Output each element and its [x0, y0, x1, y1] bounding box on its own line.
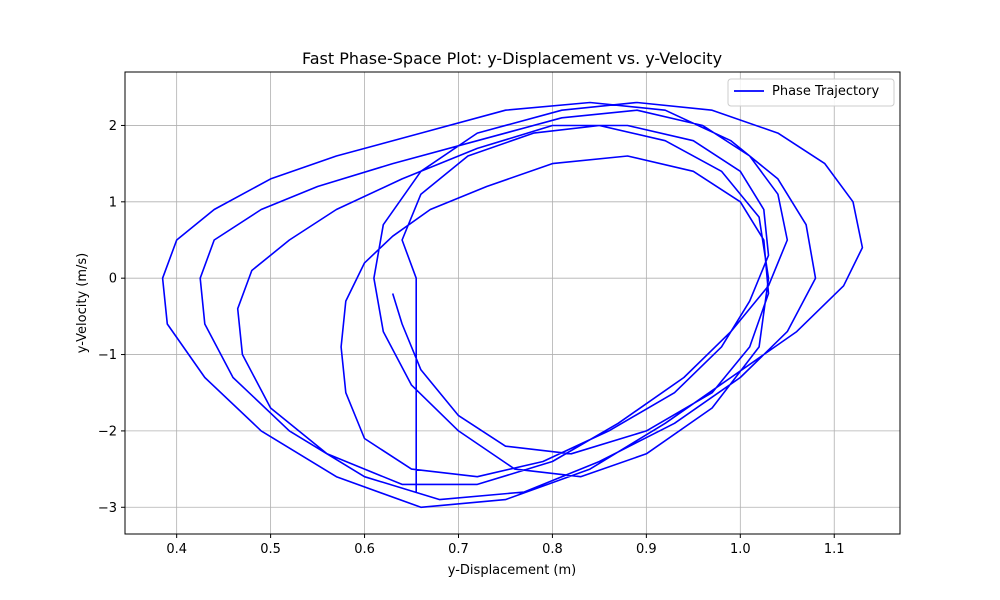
x-tick-label: 0.4 [166, 542, 187, 557]
chart-title: Fast Phase-Space Plot: y-Displacement vs… [302, 49, 722, 68]
x-tick-label: 0.5 [260, 542, 281, 557]
x-axis: 0.4 0.5 0.6 0.7 0.8 0.9 1.0 1.1 [166, 534, 845, 557]
x-tick-label: 0.8 [542, 542, 563, 557]
legend-box [727, 78, 895, 107]
x-tick-label: 1.0 [730, 542, 751, 557]
plot-frame [124, 71, 901, 535]
y-tick-label: −1 [98, 348, 117, 363]
series-layer [161, 101, 864, 509]
x-tick-label: 0.9 [636, 542, 657, 557]
legend-label-phase-trajectory: Phase Trajectory [772, 84, 879, 99]
x-tick-label: 1.1 [824, 542, 845, 557]
x-tick-label: 0.7 [448, 542, 469, 557]
series-line-phase-trajectory [161, 101, 864, 509]
x-tick-label: 0.6 [354, 542, 375, 557]
y-tick-label: −3 [98, 501, 117, 516]
legend: Phase Trajectory [727, 78, 895, 107]
y-tick-label: −2 [98, 424, 117, 439]
y-tick-label: 2 [109, 119, 117, 134]
x-axis-label: y-Displacement (m) [448, 563, 576, 578]
y-axis: −3 −2 −1 0 1 2 [98, 119, 125, 516]
y-tick-label: 0 [109, 272, 117, 287]
y-axis-label: y-Velocity (m/s) [75, 253, 90, 353]
y-tick-label: 1 [109, 195, 117, 210]
